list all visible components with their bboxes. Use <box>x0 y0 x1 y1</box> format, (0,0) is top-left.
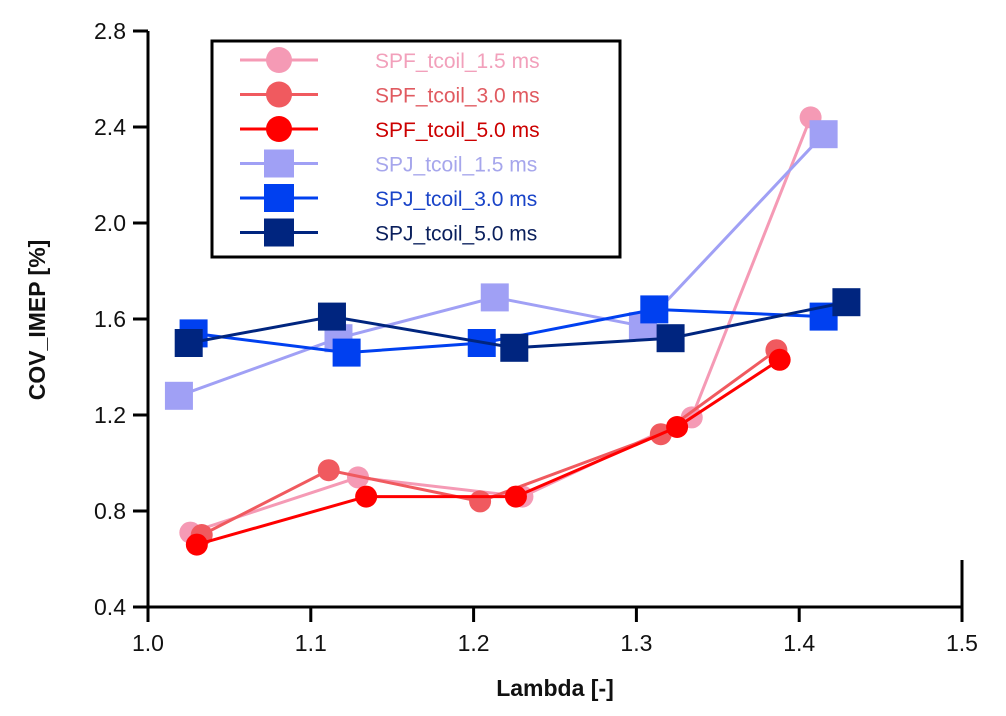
legend-marker-square <box>264 218 294 247</box>
legend-entry: SPF_tcoil_1.5 ms <box>240 47 540 73</box>
y-tick-label: 0.4 <box>94 594 126 620</box>
x-tick-label: 1.2 <box>458 630 490 656</box>
y-tick-label: 2.4 <box>94 114 126 140</box>
legend-label: SPF_tcoil_1.5 ms <box>375 50 540 73</box>
data-point <box>355 485 378 508</box>
data-point <box>832 288 861 317</box>
series-layer <box>164 106 861 556</box>
data-point <box>666 416 689 438</box>
y-tick-label: 1.6 <box>94 306 126 332</box>
legend-marker-circle <box>266 81 292 108</box>
legend-label: SPJ_tcoil_1.5 ms <box>375 154 537 177</box>
legend-marker-square <box>264 149 294 178</box>
legend-label: SPF_tcoil_3.0 ms <box>375 85 540 108</box>
data-point <box>317 459 340 482</box>
y-tick-label: 2.0 <box>94 210 126 236</box>
data-point <box>504 485 527 508</box>
legend-entry: SPJ_tcoil_5.0 ms <box>240 218 537 247</box>
legend-label: SPJ_tcoil_3.0 ms <box>375 188 537 211</box>
x-tick-label: 1.1 <box>295 630 327 656</box>
y-tick-label: 0.8 <box>94 498 126 524</box>
data-point <box>500 333 529 362</box>
series-spf-tcoil-3-0-ms <box>190 339 788 546</box>
data-point <box>480 283 509 312</box>
data-point <box>768 348 791 371</box>
series-spj-tcoil-5-0-ms <box>174 288 861 362</box>
x-tick-label: 1.4 <box>783 630 815 656</box>
legend-marker-square <box>264 184 294 212</box>
y-tick-label: 1.2 <box>94 402 126 428</box>
y-axis-title: COV_IMEP [%] <box>24 240 50 401</box>
legend-marker-circle <box>266 116 292 142</box>
series-line <box>196 358 781 547</box>
ticks: 1.0 1.1 1.2 1.3 1.4 1.5 0.4 0.8 1.2 1.6 2.0 2.4 2.8 <box>94 18 978 656</box>
data-point <box>809 120 838 149</box>
legend-marker-circle <box>266 47 292 73</box>
data-point <box>164 381 193 410</box>
x-tick-label: 1.5 <box>946 630 978 656</box>
legend: SPF_tcoil_1.5 ms SPF_tcoil_3.0 ms SPF_tcoi… <box>210 39 622 259</box>
data-point <box>469 490 492 513</box>
data-point <box>640 295 669 324</box>
legend-entry: SPF_tcoil_5.0 ms <box>240 116 540 142</box>
data-point <box>174 329 203 357</box>
legend-entry: SPJ_tcoil_1.5 ms <box>240 149 537 178</box>
legend-label: SPF_tcoil_5.0 ms <box>375 119 540 142</box>
x-tick-label: 1.3 <box>620 630 652 656</box>
data-point <box>332 338 361 367</box>
data-point <box>656 324 685 353</box>
series-spf-tcoil-5-0-ms <box>185 348 791 556</box>
x-tick-label: 1.0 <box>132 630 164 656</box>
legend-label: SPJ_tcoil_5.0 ms <box>375 223 537 246</box>
legend-entry: SPJ_tcoil_3.0 ms <box>240 184 537 212</box>
series-spj-tcoil-1-5-ms <box>164 120 838 410</box>
legend-entry: SPF_tcoil_3.0 ms <box>240 81 540 108</box>
x-axis-title: Lambda [-] <box>496 675 614 701</box>
data-point <box>185 533 208 556</box>
y-tick-label: 2.8 <box>94 18 126 44</box>
data-point <box>317 302 346 331</box>
